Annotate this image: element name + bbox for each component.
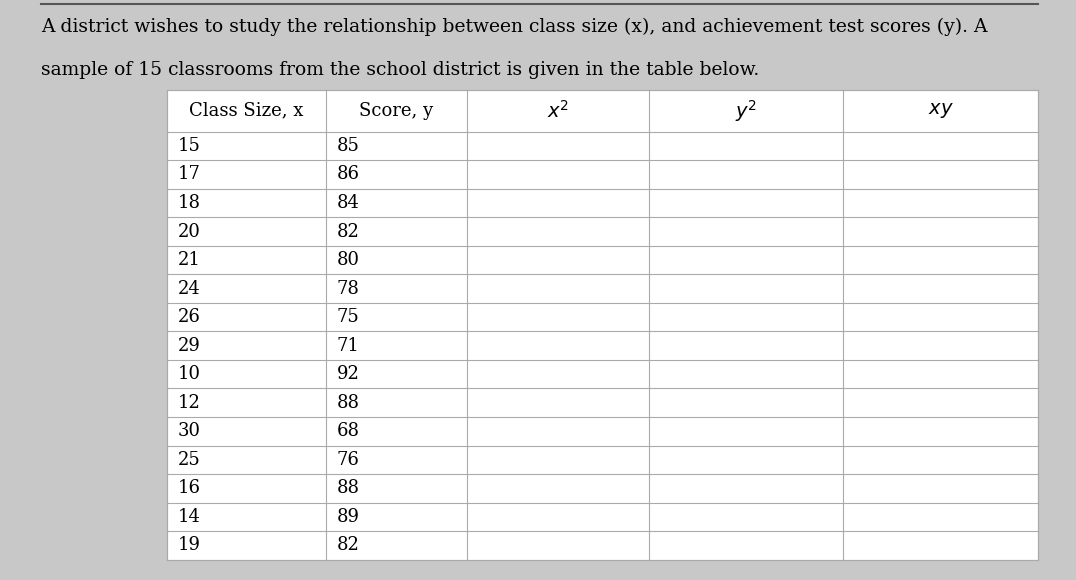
Text: 24: 24 — [178, 280, 200, 298]
Text: 20: 20 — [178, 223, 200, 241]
Text: 21: 21 — [178, 251, 200, 269]
Text: 19: 19 — [178, 536, 200, 554]
Text: 12: 12 — [178, 394, 200, 412]
Text: $xy$: $xy$ — [928, 102, 953, 120]
Text: 85: 85 — [337, 137, 359, 155]
Text: 82: 82 — [337, 536, 359, 554]
Text: Score, y: Score, y — [359, 102, 434, 120]
Text: Class Size, x: Class Size, x — [189, 102, 303, 120]
Text: 68: 68 — [337, 422, 359, 440]
Text: sample of 15 classrooms from the school district is given in the table below.: sample of 15 classrooms from the school … — [41, 61, 760, 79]
Text: 86: 86 — [337, 165, 359, 183]
Text: 80: 80 — [337, 251, 359, 269]
Text: 78: 78 — [337, 280, 359, 298]
Bar — [167, 90, 1038, 560]
Text: 30: 30 — [178, 422, 200, 440]
Text: 75: 75 — [337, 308, 359, 326]
Text: 10: 10 — [178, 365, 200, 383]
Text: $x^2$: $x^2$ — [547, 100, 569, 122]
Text: 88: 88 — [337, 479, 359, 498]
Text: 16: 16 — [178, 479, 200, 498]
Text: 17: 17 — [178, 165, 200, 183]
Text: 84: 84 — [337, 194, 359, 212]
Text: 29: 29 — [178, 336, 200, 355]
Text: 18: 18 — [178, 194, 200, 212]
Text: 76: 76 — [337, 451, 359, 469]
Text: 89: 89 — [337, 508, 359, 526]
Text: $y^2$: $y^2$ — [735, 98, 756, 124]
Text: 25: 25 — [178, 451, 200, 469]
Text: 15: 15 — [178, 137, 200, 155]
Text: A district wishes to study the relationship between class size (x), and achievem: A district wishes to study the relations… — [41, 17, 988, 35]
Text: 82: 82 — [337, 223, 359, 241]
Text: 92: 92 — [337, 365, 359, 383]
Text: 71: 71 — [337, 336, 359, 355]
Text: 88: 88 — [337, 394, 359, 412]
Text: 26: 26 — [178, 308, 200, 326]
Text: 14: 14 — [178, 508, 200, 526]
